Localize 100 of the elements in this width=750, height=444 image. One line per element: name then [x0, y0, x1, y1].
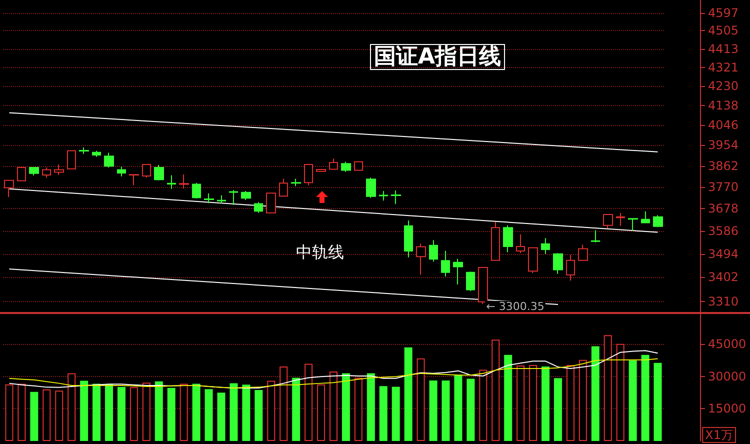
candlestick [453, 258, 463, 286]
candlestick [366, 177, 376, 198]
bar [604, 335, 612, 441]
bar [92, 384, 101, 441]
candlestick [4, 180, 14, 198]
candlestick [79, 146, 89, 154]
candlestick [316, 168, 326, 172]
candlestick [167, 174, 176, 190]
y-tick-label: 4413 [708, 42, 739, 56]
bar [492, 340, 500, 441]
bar [142, 382, 150, 441]
candlestick [117, 166, 126, 177]
bar [628, 360, 637, 441]
annotation: 中轨线 [296, 242, 344, 262]
y-tick-label: 3586 [708, 224, 739, 238]
candlestick [179, 174, 189, 190]
candlestick [266, 192, 276, 214]
y-tick-label: 4046 [708, 118, 739, 132]
candlestick [553, 252, 563, 274]
bar [267, 380, 276, 441]
bar [304, 364, 313, 441]
bar [591, 346, 600, 441]
candlestick [491, 221, 500, 262]
candlestick [92, 150, 101, 158]
candlestick [17, 166, 26, 182]
candlestick [129, 174, 139, 186]
y-tick-label: 4138 [708, 98, 739, 112]
candlestick [154, 164, 164, 181]
bar [192, 384, 200, 441]
bar [466, 378, 475, 441]
candlestick [241, 190, 251, 200]
y-tick-label: 45000 [708, 337, 746, 352]
candlestick [229, 190, 238, 206]
bar [366, 373, 375, 441]
y-tick-label: 4321 [708, 60, 739, 74]
bar [42, 389, 51, 441]
bar [516, 365, 525, 441]
bar [641, 354, 650, 441]
bar [117, 386, 126, 441]
annotation: ← 3300.35 [486, 300, 544, 313]
candlestick [603, 214, 613, 230]
bar [416, 358, 425, 441]
bar [130, 387, 138, 441]
bar [180, 384, 188, 441]
y-tick-label: 30000 [708, 369, 746, 384]
candlestick [104, 152, 114, 168]
bar [18, 384, 26, 441]
candlestick [541, 238, 550, 254]
bar [529, 365, 538, 441]
bar [68, 373, 76, 441]
candlestick [142, 164, 151, 178]
candlestick [591, 230, 600, 243]
candlestick [192, 182, 201, 200]
candlestick [329, 158, 338, 170]
bar [105, 384, 114, 441]
candlestick [441, 250, 450, 277]
candlestick [466, 271, 475, 292]
candlestick [429, 240, 438, 262]
bar [616, 344, 624, 441]
y-tick-label: 4597 [708, 6, 739, 20]
candlestick [566, 254, 575, 282]
bar [317, 384, 326, 441]
bar [578, 360, 587, 441]
line-series [8, 358, 658, 389]
y-tick-label: 3310 [708, 294, 739, 308]
bar [230, 383, 238, 441]
bar [292, 378, 300, 441]
bar [280, 366, 288, 441]
bar [404, 347, 412, 441]
bar [330, 371, 338, 441]
bar [342, 373, 350, 441]
y-tick-label: 3770 [708, 180, 739, 194]
bar [542, 366, 550, 441]
candlestick [354, 160, 363, 172]
bar [55, 390, 64, 441]
bar [80, 380, 88, 441]
bar [154, 381, 163, 441]
y-tick-label: 15000 [708, 402, 746, 416]
candlestick [628, 218, 638, 232]
bar [454, 374, 462, 441]
bar [354, 378, 362, 441]
candlestick [54, 164, 64, 176]
bar [654, 362, 662, 441]
bar [217, 392, 226, 441]
y-tick-label: 4230 [708, 78, 739, 93]
y-tick-label: 3678 [708, 202, 739, 216]
candlestick [204, 192, 214, 204]
candlestick [29, 166, 39, 176]
candlestick [67, 150, 76, 170]
bar [566, 365, 574, 441]
y-tick-label: 3494 [708, 246, 739, 261]
y-axis-title: X1万 [705, 428, 734, 442]
candlestick [528, 246, 538, 274]
candlestick [653, 214, 663, 228]
candlestick [217, 194, 226, 204]
candlestick [578, 244, 588, 262]
candlestick [503, 224, 513, 253]
bar [504, 354, 512, 441]
bar [442, 380, 450, 441]
candlestick [516, 234, 525, 254]
